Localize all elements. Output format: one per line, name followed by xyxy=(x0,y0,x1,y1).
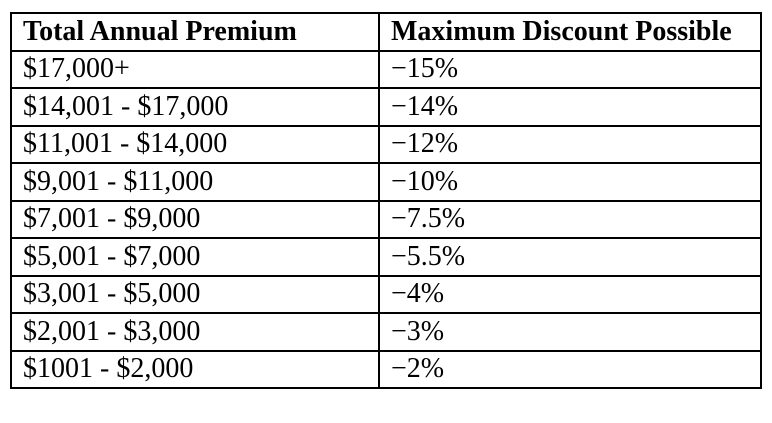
table-row: $14,001 - $17,000 −14% xyxy=(10,87,762,127)
table-row: $9,001 - $11,000 −10% xyxy=(10,162,762,202)
discount-cell: −3% xyxy=(378,312,762,352)
discount-cell: −2% xyxy=(378,349,762,389)
premium-cell: $9,001 - $11,000 xyxy=(10,162,380,202)
table-row: $7,001 - $9,000 −7.5% xyxy=(10,199,762,239)
header-row: Total Annual Premium Maximum Discount Po… xyxy=(10,12,762,52)
table-row: $11,001 - $14,000 −12% xyxy=(10,124,762,164)
discount-cell: −12% xyxy=(378,124,762,164)
premium-cell: $17,000+ xyxy=(10,49,380,89)
premium-discount-table: Total Annual Premium Maximum Discount Po… xyxy=(10,12,762,389)
premium-cell: $2,001 - $3,000 xyxy=(10,312,380,352)
table-row: $1001 - $2,000 −2% xyxy=(10,349,762,389)
table-row: $17,000+ −15% xyxy=(10,49,762,89)
header-discount: Maximum Discount Possible xyxy=(378,12,762,52)
premium-cell: $11,001 - $14,000 xyxy=(10,124,380,164)
table-row: $2,001 - $3,000 −3% xyxy=(10,312,762,352)
discount-cell: −14% xyxy=(378,87,762,127)
discount-cell: −15% xyxy=(378,49,762,89)
premium-cell: $5,001 - $7,000 xyxy=(10,237,380,277)
table-row: $5,001 - $7,000 −5.5% xyxy=(10,237,762,277)
premium-cell: $3,001 - $5,000 xyxy=(10,274,380,314)
table-row: $3,001 - $5,000 −4% xyxy=(10,274,762,314)
premium-cell: $1001 - $2,000 xyxy=(10,349,380,389)
discount-cell: −7.5% xyxy=(378,199,762,239)
premium-cell: $14,001 - $17,000 xyxy=(10,87,380,127)
discount-cell: −10% xyxy=(378,162,762,202)
discount-cell: −4% xyxy=(378,274,762,314)
header-premium: Total Annual Premium xyxy=(10,12,380,52)
premium-cell: $7,001 - $9,000 xyxy=(10,199,380,239)
discount-cell: −5.5% xyxy=(378,237,762,277)
